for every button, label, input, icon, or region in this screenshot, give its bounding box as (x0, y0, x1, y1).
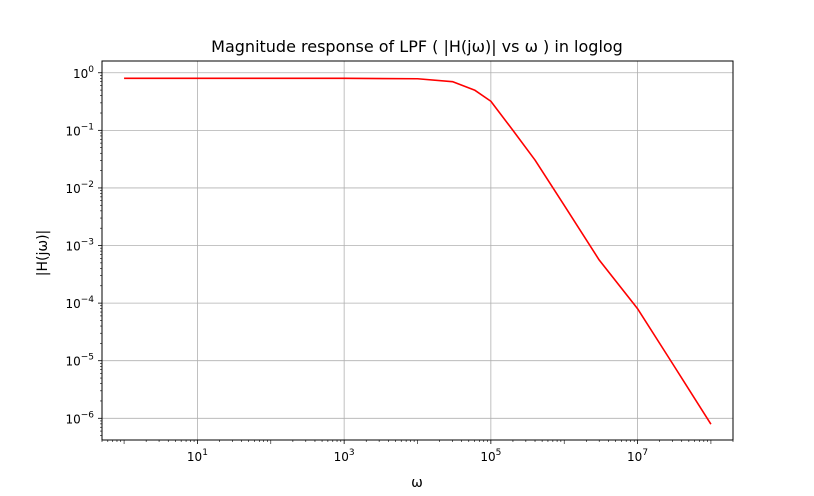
series-lines (124, 77, 712, 425)
x-tick-label: 101 (187, 448, 208, 464)
y-tick-label: 100 (73, 65, 94, 81)
axis-ticks: 101 103 105 107 100 10−1 10−2 10−3 10−4 10−5 10−6 (65, 65, 734, 464)
x-tick-label: 107 (627, 448, 648, 464)
x-tick-label: 105 (480, 448, 501, 464)
series-line (124, 77, 712, 425)
grid (102, 61, 733, 440)
y-tick-label: 10−4 (65, 295, 94, 311)
y-tick-label: 10−1 (65, 122, 94, 138)
x-tick-label: 103 (334, 448, 355, 464)
chart-title: Magnitude response of LPF ( |H(jω)| vs ω… (211, 37, 623, 56)
y-tick-label: 10−6 (65, 410, 94, 426)
y-tick-label: 10−3 (65, 238, 94, 254)
y-tick-label: 10−2 (65, 180, 94, 196)
y-axis-label: |H(jω)| (35, 230, 51, 277)
y-tick-label: 10−5 (65, 353, 94, 369)
x-axis-label: ω (411, 475, 423, 491)
